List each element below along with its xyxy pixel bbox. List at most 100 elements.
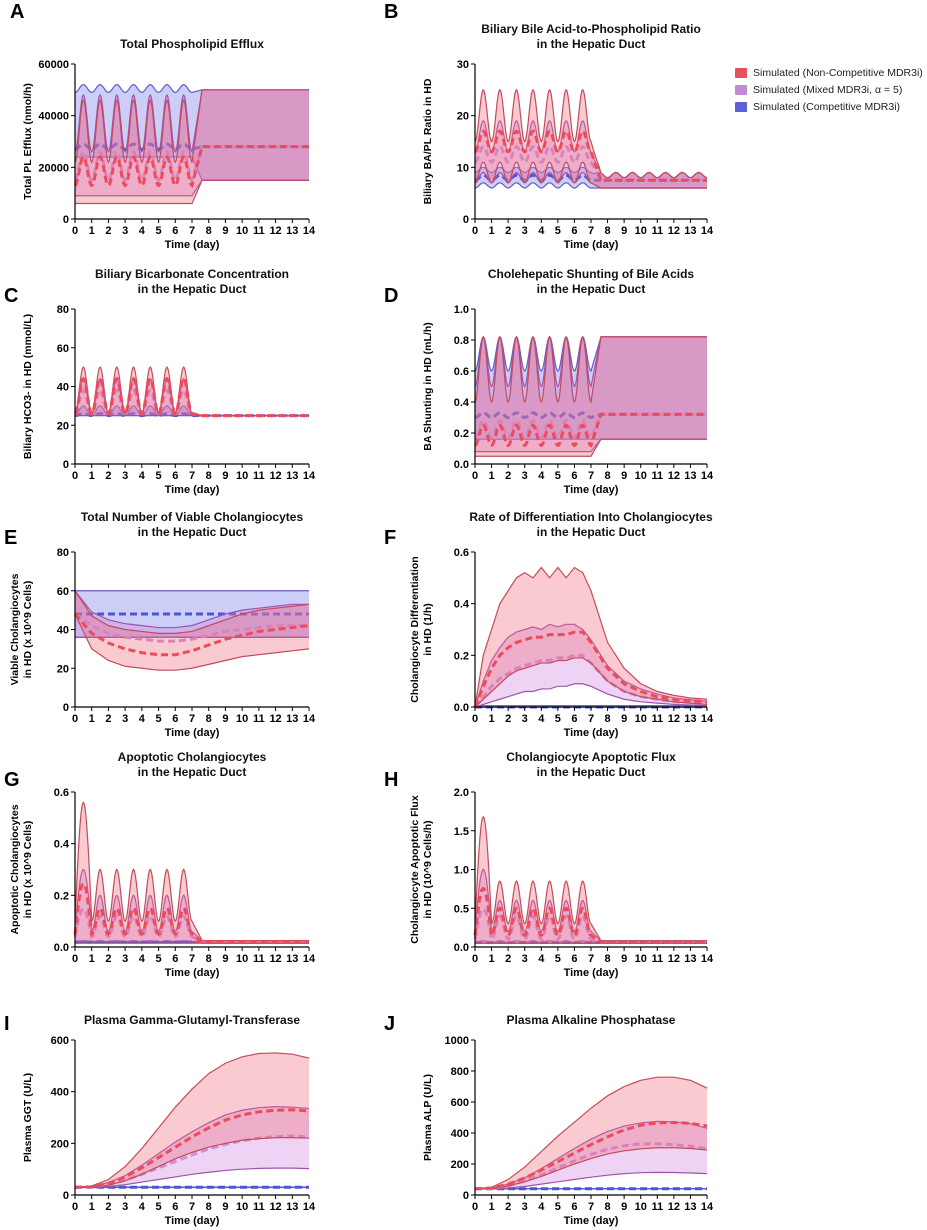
x-axis-label: Time (day) [564, 239, 619, 251]
x-tick-label: 6 [571, 1201, 577, 1213]
chart-panel-f: F Rate of Differentiation Into Cholangioc… [384, 510, 714, 739]
x-tick-label: 4 [538, 1201, 545, 1213]
legend-label-mixed: Simulated (Mixed MDR3i, α = 5) [753, 83, 903, 96]
band-mixed [75, 89, 309, 196]
x-axis-label: Time (day) [165, 727, 220, 739]
x-tick-label: 3 [522, 225, 528, 237]
x-tick-label: 2 [105, 470, 111, 482]
x-tick-label: 2 [505, 225, 511, 237]
y-tick-label: 0.0 [454, 942, 469, 954]
x-tick-label: 2 [505, 1201, 511, 1213]
x-tick-label: 2 [505, 470, 511, 482]
x-tick-label: 11 [253, 953, 265, 965]
chart-title: in the Hepatic Duct [138, 282, 247, 296]
mean-line-mixed [474, 145, 707, 182]
band-upper-noncompetitive [474, 815, 707, 942]
x-tick-label: 5 [156, 953, 162, 965]
legend-item-mixed: Simulated (Mixed MDR3i, α = 5) [735, 81, 923, 98]
x-tick-label: 2 [105, 953, 111, 965]
y-tick-label: 60 [57, 343, 69, 355]
band-lower-noncompetitive [474, 657, 708, 708]
y-tick-label: 0.0 [54, 942, 69, 954]
y-tick-label: 20 [57, 420, 69, 432]
x-tick-label: 5 [156, 225, 162, 237]
x-tick-label: 3 [122, 1201, 128, 1213]
x-tick-label: 8 [605, 470, 611, 482]
x-tick-label: 8 [206, 470, 212, 482]
y-tick-label: 1.0 [454, 304, 469, 316]
panel-letter: C [4, 285, 18, 307]
x-tick-label: 9 [222, 225, 228, 237]
band-lower-noncompetitive [74, 613, 310, 671]
chart-title: in the Hepatic Duct [537, 282, 646, 296]
mean-line-noncompetitive [473, 630, 708, 708]
x-tick-label: 14 [701, 713, 714, 725]
y-axis-label: in HD (10^9 Cells/h) [422, 820, 434, 918]
x-tick-label: 9 [621, 713, 627, 725]
x-tick-label: 5 [555, 225, 561, 237]
panel-letter: I [4, 1013, 10, 1035]
mean-line-mixed [73, 907, 309, 944]
y-axis-label: Cholangiocyte Apoptotic Flux [409, 795, 421, 944]
chart-panel-b: B Biliary Bile Acid-to-Phospholipid Ratio… [384, 1, 714, 251]
x-tick-label: 9 [621, 1201, 627, 1213]
x-tick-label: 7 [189, 713, 195, 725]
y-tick-label: 1.0 [454, 865, 469, 877]
x-tick-label: 7 [588, 953, 594, 965]
band-lower-noncompetitive [75, 1137, 310, 1188]
band-noncompetitive [475, 89, 707, 188]
x-axis-label: Time (day) [564, 1215, 619, 1227]
legend-swatch-noncompetitive [735, 67, 747, 78]
chart-title: Plasma Gamma-Glutamyl-Transferase [84, 1013, 300, 1027]
band-upper-noncompetitive [474, 566, 708, 708]
x-tick-label: 3 [522, 713, 528, 725]
mean-line-competitive [474, 173, 707, 182]
x-tick-label: 8 [605, 713, 611, 725]
x-axis-label: Time (day) [564, 967, 619, 979]
band-upper-noncompetitive [74, 89, 309, 165]
mean-line-mixed [74, 145, 309, 183]
x-tick-label: 11 [253, 713, 265, 725]
x-tick-label: 2 [105, 1201, 111, 1213]
y-tick-label: 40000 [38, 111, 69, 123]
band-mixed [475, 336, 707, 452]
x-tick-label: 12 [269, 225, 281, 237]
x-tick-label: 8 [605, 1201, 611, 1213]
y-tick-label: 0 [63, 459, 69, 471]
legend-item-competitive: Simulated (Competitive MDR3i) [735, 98, 923, 115]
x-tick-label: 1 [489, 470, 495, 482]
x-tick-label: 6 [172, 1201, 178, 1213]
chart-title: Cholehepatic Shunting of Bile Acids [488, 267, 695, 281]
band-lower-noncompetitive [474, 1147, 708, 1190]
x-tick-label: 6 [571, 953, 577, 965]
x-tick-label: 12 [668, 1201, 680, 1213]
x-tick-label: 5 [555, 953, 561, 965]
panel-letter: E [4, 527, 17, 549]
x-tick-label: 10 [635, 1201, 647, 1213]
y-tick-label: 400 [51, 1087, 69, 1099]
x-tick-label: 11 [253, 470, 265, 482]
y-tick-label: 30 [457, 59, 469, 71]
x-tick-label: 4 [538, 225, 545, 237]
x-tick-label: 11 [651, 470, 663, 482]
band-lower-noncompetitive [475, 438, 707, 457]
y-tick-label: 600 [51, 1035, 69, 1047]
x-tick-label: 9 [621, 225, 627, 237]
y-tick-label: 0.4 [454, 599, 470, 611]
mean-line-noncompetitive [73, 376, 309, 418]
chart-title: Biliary Bicarbonate Concentration [95, 267, 289, 281]
x-tick-label: 13 [684, 225, 696, 237]
x-tick-label: 14 [701, 953, 714, 965]
y-tick-label: 0.0 [454, 702, 469, 714]
y-tick-label: 40 [57, 625, 69, 637]
x-tick-label: 9 [621, 953, 627, 965]
x-tick-label: 14 [303, 470, 316, 482]
x-tick-label: 14 [701, 470, 714, 482]
y-tick-label: 80 [57, 547, 69, 559]
x-tick-label: 3 [122, 470, 128, 482]
x-tick-label: 10 [635, 953, 647, 965]
